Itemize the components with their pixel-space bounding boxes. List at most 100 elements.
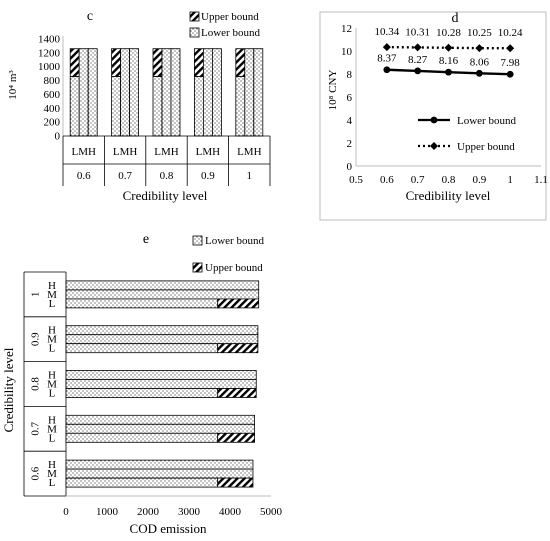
panel-e-xlabel: COD emission	[130, 521, 207, 536]
e-bar-sublabel: L	[49, 388, 56, 400]
e-bar-upper	[217, 343, 259, 354]
e-category-label: 0.9	[30, 332, 42, 346]
legend-c-lower-swatch	[189, 27, 200, 38]
c-bar-lower	[69, 76, 80, 137]
e-bar-upper	[217, 388, 257, 398]
panel-e-ylabel: Credibility level	[1, 347, 16, 432]
panel-c-category-table: LMH 0.6 LMH 0.7 LMH 0.8 LMH 0.9 LMH 1	[62, 135, 271, 186]
e-bar-sublabel: L	[49, 343, 56, 355]
panel-e-legend: Lower bound Upper bound	[192, 235, 264, 274]
e-bar-sublabel: H	[48, 414, 56, 426]
c-ytick-label: 200	[44, 117, 61, 129]
d-lower-point	[506, 70, 514, 78]
e-bar-sublabel: L	[49, 477, 56, 489]
d-lower-data-label: 8.37	[377, 53, 397, 65]
e-bar-sublabel: M	[47, 379, 57, 391]
d-lower-data-label: 8.27	[408, 54, 428, 66]
panel-c-ylabel: 10⁴ m³	[7, 70, 19, 100]
c-bar-lower	[235, 76, 246, 137]
c-category-label: 0.8	[160, 170, 174, 182]
d-lower-data-label: 7.98	[501, 57, 521, 69]
e-bar-upper	[217, 477, 254, 488]
e-bar-sublabel: L	[49, 298, 56, 310]
d-xtick-label: 1.1	[534, 174, 548, 186]
panel-e: e Lower bound Upper bound Credibility le…	[1, 232, 283, 536]
legend-e-upper-label: Upper bound	[205, 262, 263, 274]
d-lower-point	[475, 69, 483, 77]
c-bar-lower	[244, 48, 255, 137]
e-bar-upper	[217, 298, 260, 309]
d-ytick-label: 0	[347, 161, 353, 173]
c-bar-lower	[161, 48, 172, 137]
c-ytick-label: 800	[44, 75, 61, 87]
c-ytick-label: 600	[44, 89, 61, 101]
e-bar-sublabel: M	[47, 468, 57, 480]
e-bar-upper	[217, 432, 255, 443]
d-ytick-label: 2	[347, 138, 353, 150]
e-bar-sublabel: H	[48, 370, 56, 382]
panel-d-series: 8.37 8.27 8.16 8.06 7.98 10.34 10.31 10.28 10.25…	[374, 26, 523, 78]
d-upper-data-label: 10.24	[498, 27, 523, 39]
e-bar-lower	[65, 334, 259, 345]
d-ytick-label: 6	[347, 92, 353, 104]
d-upper-point	[506, 44, 515, 53]
e-bar-lower	[65, 280, 260, 291]
e-xtick-label: 4000	[219, 506, 242, 518]
c-bar-lower	[111, 76, 121, 137]
d-upper-point	[382, 43, 391, 52]
e-bar-lower	[65, 343, 219, 354]
panel-e-title: e	[143, 232, 149, 247]
panel-c-legend: Upper bound Lower bound	[189, 11, 260, 39]
e-xtick-label: 5000	[260, 506, 283, 518]
legend-c-upper-label: Upper bound	[201, 11, 259, 23]
d-upper-data-label: 10.28	[436, 27, 461, 39]
e-bar-sublabel: H	[48, 459, 56, 471]
c-category-label: 0.7	[118, 170, 132, 182]
e-bar-sublabel: M	[47, 423, 57, 435]
legend-d-lower-marker	[430, 116, 438, 124]
panel-e-bars	[65, 280, 260, 488]
d-ytick-label: 4	[347, 115, 353, 127]
c-bar-upper	[235, 48, 246, 77]
c-bar-lower	[152, 76, 163, 137]
c-category-label: 1	[247, 170, 253, 182]
e-xtick-label: 0	[63, 506, 69, 518]
panel-c-xlabel: Credibility level	[123, 188, 208, 203]
e-bar-lower	[65, 388, 219, 398]
panel-d-axes: 0 2 4 6 8 10 12 0.5 0.6 0.7 0.8 0.9 1 1.1	[341, 23, 548, 186]
d-upper-point	[475, 44, 484, 53]
c-ytick-label: 1000	[38, 61, 61, 73]
c-group-sublabel: LMH	[196, 146, 221, 158]
e-category-label: 0.7	[30, 421, 42, 435]
e-category-label: 1	[30, 292, 42, 298]
d-ytick-label: 10	[341, 46, 353, 58]
c-group-sublabel: LMH	[154, 146, 179, 158]
panel-d-frame	[319, 11, 547, 221]
c-ytick-label: 0	[55, 131, 61, 143]
legend-d-upper-label: Upper bound	[457, 141, 515, 153]
d-xtick-label: 0.9	[472, 174, 486, 186]
c-bar-upper	[152, 48, 163, 77]
panel-d-xlabel: Credibility level	[406, 188, 491, 203]
e-bar-lower	[65, 423, 256, 434]
e-bar-lower	[65, 325, 259, 336]
legend-e-lower-label: Lower bound	[205, 235, 264, 247]
c-bar-upper	[193, 48, 204, 77]
e-bar-sublabel: H	[48, 325, 56, 337]
legend-d-upper-marker	[430, 142, 438, 150]
d-ytick-label: 12	[341, 23, 352, 35]
d-xtick-label: 0.8	[442, 174, 456, 186]
d-lower-point	[445, 68, 452, 76]
panel-d: d 10⁸ CNY 0 2 4 6 8 10 12 0.5 0.6 0.7 0.8 0.9 1 1.1 8…	[319, 11, 548, 221]
d-lower-data-label: 8.16	[439, 55, 459, 67]
d-xtick-label: 1	[507, 174, 513, 186]
legend-c-upper-swatch	[189, 11, 200, 22]
e-bar-lower	[65, 298, 219, 309]
c-category-label: 0.6	[77, 170, 91, 182]
e-bar-lower	[65, 370, 257, 380]
legend-e-upper-swatch	[192, 262, 203, 273]
c-bar-lower	[170, 48, 181, 137]
panel-c-title: c	[87, 9, 93, 24]
e-bar-lower	[65, 459, 254, 470]
